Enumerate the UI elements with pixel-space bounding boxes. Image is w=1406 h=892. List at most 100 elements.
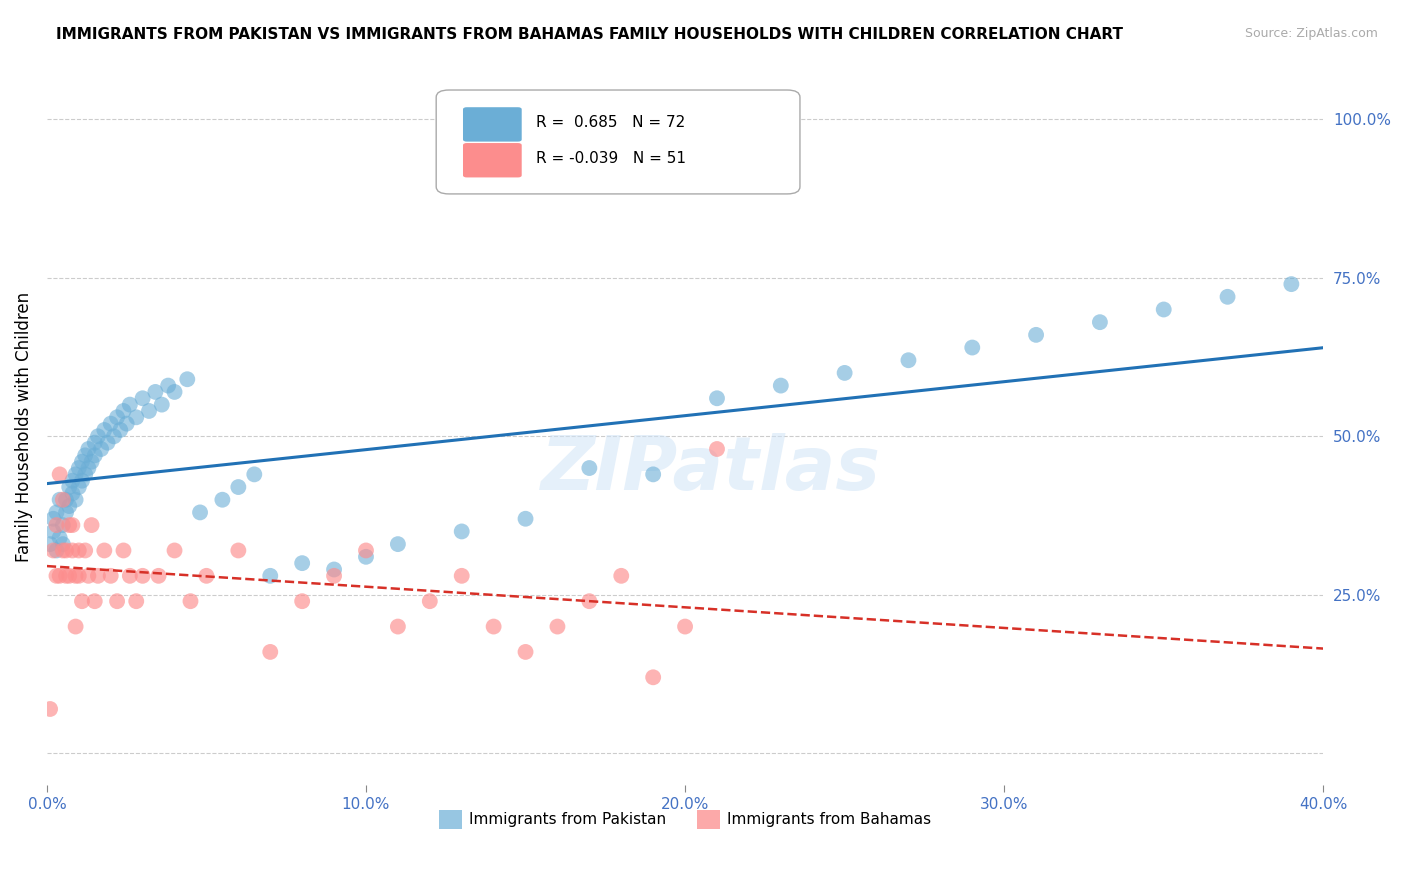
Point bbox=[112, 404, 135, 418]
Point bbox=[39, 537, 62, 551]
Point bbox=[138, 404, 160, 418]
Point bbox=[93, 543, 115, 558]
Point bbox=[354, 543, 377, 558]
Point bbox=[291, 594, 314, 608]
Point bbox=[48, 569, 70, 583]
Point bbox=[419, 594, 441, 608]
Point bbox=[643, 467, 665, 482]
Point bbox=[65, 492, 87, 507]
Point bbox=[42, 512, 65, 526]
Point bbox=[80, 455, 103, 469]
Point bbox=[45, 518, 67, 533]
Point bbox=[87, 569, 110, 583]
Point bbox=[578, 461, 600, 475]
Point bbox=[62, 518, 84, 533]
Point bbox=[125, 594, 148, 608]
Point bbox=[148, 569, 170, 583]
Point bbox=[354, 549, 377, 564]
Point bbox=[58, 569, 80, 583]
Point bbox=[387, 619, 409, 633]
Point bbox=[157, 378, 180, 392]
Point bbox=[176, 372, 198, 386]
Point bbox=[450, 569, 472, 583]
Point bbox=[83, 435, 105, 450]
Point bbox=[45, 505, 67, 519]
Point bbox=[834, 366, 856, 380]
Point bbox=[323, 562, 346, 576]
Point bbox=[228, 543, 250, 558]
Point bbox=[52, 492, 75, 507]
Point bbox=[163, 384, 186, 399]
Point bbox=[897, 353, 920, 368]
Point bbox=[515, 512, 537, 526]
Point bbox=[482, 619, 505, 633]
Point bbox=[52, 537, 75, 551]
Point bbox=[211, 492, 233, 507]
Point bbox=[75, 543, 97, 558]
Point bbox=[131, 391, 153, 405]
Point bbox=[546, 619, 568, 633]
Point bbox=[55, 569, 77, 583]
Point bbox=[228, 480, 250, 494]
Point bbox=[1153, 302, 1175, 317]
Point bbox=[163, 543, 186, 558]
Point bbox=[131, 569, 153, 583]
Point bbox=[55, 505, 77, 519]
Point bbox=[515, 645, 537, 659]
Legend: Immigrants from Pakistan, Immigrants from Bahamas: Immigrants from Pakistan, Immigrants fro… bbox=[433, 804, 938, 835]
Point bbox=[48, 531, 70, 545]
Point bbox=[100, 417, 122, 431]
Point bbox=[42, 543, 65, 558]
Point bbox=[96, 435, 118, 450]
Point bbox=[259, 645, 281, 659]
Point bbox=[58, 480, 80, 494]
Point bbox=[673, 619, 696, 633]
Point bbox=[65, 619, 87, 633]
Point bbox=[105, 410, 128, 425]
Point bbox=[118, 569, 141, 583]
Point bbox=[90, 442, 112, 456]
Point bbox=[243, 467, 266, 482]
Point bbox=[118, 398, 141, 412]
Point bbox=[65, 569, 87, 583]
Text: ZIPatlas: ZIPatlas bbox=[541, 434, 880, 507]
Point bbox=[179, 594, 201, 608]
Point bbox=[578, 594, 600, 608]
Point bbox=[75, 467, 97, 482]
FancyBboxPatch shape bbox=[436, 90, 800, 194]
Point bbox=[45, 569, 67, 583]
Point bbox=[83, 448, 105, 462]
Point bbox=[77, 461, 100, 475]
Point bbox=[962, 341, 984, 355]
Point bbox=[75, 448, 97, 462]
Point bbox=[110, 423, 132, 437]
Point bbox=[115, 417, 138, 431]
Point bbox=[188, 505, 211, 519]
Point bbox=[706, 442, 728, 456]
Point bbox=[150, 398, 173, 412]
Point bbox=[1025, 327, 1047, 342]
Point bbox=[67, 543, 90, 558]
FancyBboxPatch shape bbox=[463, 143, 522, 178]
Point bbox=[259, 569, 281, 583]
FancyBboxPatch shape bbox=[463, 107, 522, 142]
Text: R =  0.685   N = 72: R = 0.685 N = 72 bbox=[536, 115, 685, 130]
Point bbox=[100, 569, 122, 583]
Point bbox=[58, 499, 80, 513]
Point bbox=[643, 670, 665, 684]
Point bbox=[610, 569, 633, 583]
Point bbox=[45, 543, 67, 558]
Point bbox=[52, 518, 75, 533]
Point bbox=[323, 569, 346, 583]
Point bbox=[387, 537, 409, 551]
Point bbox=[769, 378, 792, 392]
Point bbox=[1279, 277, 1302, 292]
Point bbox=[55, 492, 77, 507]
Point bbox=[77, 442, 100, 456]
Point bbox=[450, 524, 472, 539]
Point bbox=[103, 429, 125, 443]
Point bbox=[48, 492, 70, 507]
Text: R = -0.039   N = 51: R = -0.039 N = 51 bbox=[536, 152, 686, 166]
Point bbox=[80, 518, 103, 533]
Point bbox=[70, 594, 93, 608]
